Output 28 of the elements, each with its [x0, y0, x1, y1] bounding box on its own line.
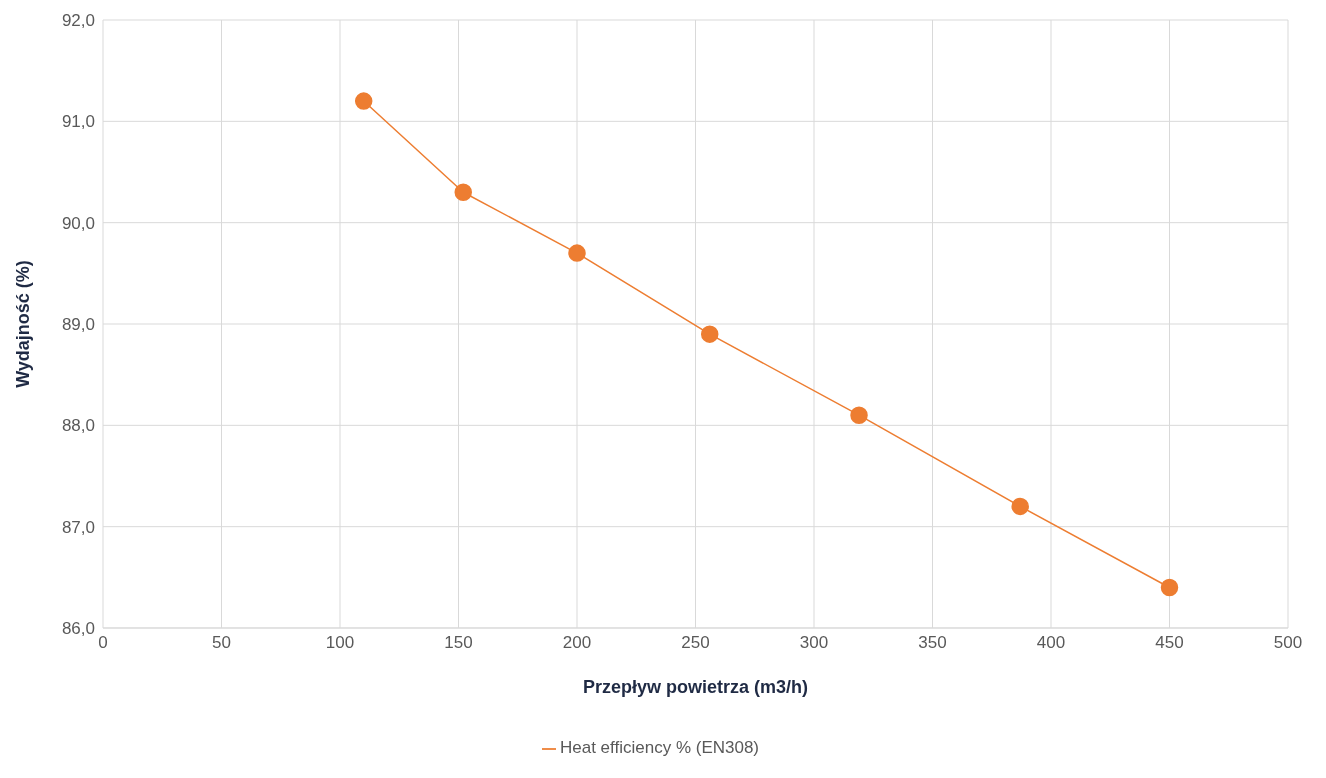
- point: [850, 406, 868, 424]
- x-tick-label: 50: [212, 633, 231, 653]
- point: [568, 244, 586, 262]
- point: [700, 325, 719, 343]
- x-tick-label: 150: [444, 633, 473, 653]
- y-tick-label: 86,0: [61, 619, 95, 639]
- y-tick-label: 87,0: [61, 517, 95, 537]
- legend-label: Heat efficiency % (EN308): [559, 738, 760, 757]
- x-tick-label: 500: [1273, 633, 1303, 653]
- point: [354, 92, 373, 110]
- y-tick-label: 91,0: [61, 112, 95, 132]
- x-tick-label: 100: [325, 633, 355, 653]
- y-tick-label: 89,0: [61, 315, 95, 335]
- y-tick-label: 92,0: [61, 11, 95, 31]
- x-tick-label: 350: [918, 633, 947, 653]
- x-tick-label: 400: [1036, 633, 1066, 653]
- x-tick-label: 450: [1155, 633, 1184, 653]
- x-tick-label: 200: [562, 633, 592, 653]
- x-axis-title: Przepływ powietrza (m3/h): [582, 677, 809, 697]
- x-tick-label: 0: [98, 633, 108, 653]
- x-tick-label: 250: [681, 633, 710, 653]
- point: [1160, 578, 1179, 597]
- y-tick-label: 88,0: [61, 416, 95, 436]
- y-axis-title: Wydajność (%): [13, 260, 34, 388]
- x-tick-label: 300: [799, 633, 829, 653]
- point: [1011, 497, 1029, 516]
- point: [454, 183, 472, 202]
- y-tick-label: 90,0: [61, 213, 95, 233]
